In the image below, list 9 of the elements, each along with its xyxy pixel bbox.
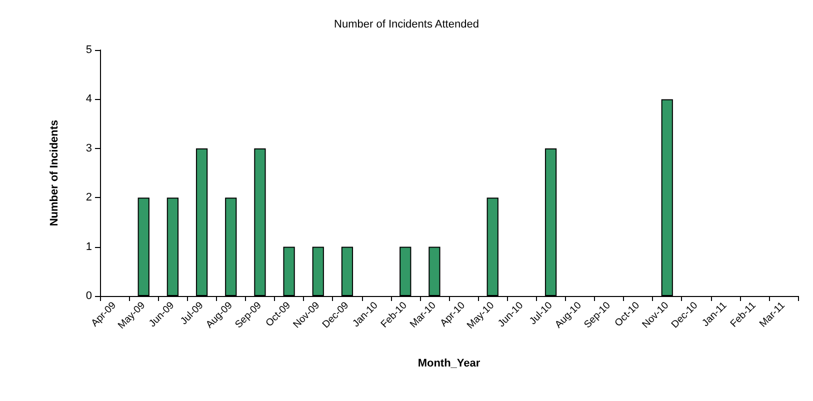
y-tick-label: 4 [86, 93, 92, 106]
y-tick-label: 2 [86, 192, 92, 204]
x-axis-title: Month_Year [418, 358, 481, 370]
y-tick-label: 5 [86, 44, 92, 56]
y-tick-label: 3 [86, 142, 92, 154]
chart-title: Number of Incidents Attended [334, 18, 479, 30]
y-tick-label: 0 [86, 290, 92, 302]
y-tick-label: 1 [86, 240, 92, 253]
y-axis-title: Number of Incidents [48, 120, 60, 226]
